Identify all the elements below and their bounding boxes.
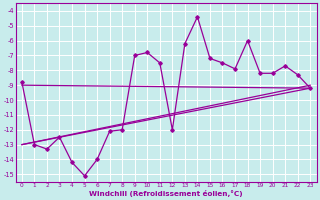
X-axis label: Windchill (Refroidissement éolien,°C): Windchill (Refroidissement éolien,°C) <box>89 190 243 197</box>
